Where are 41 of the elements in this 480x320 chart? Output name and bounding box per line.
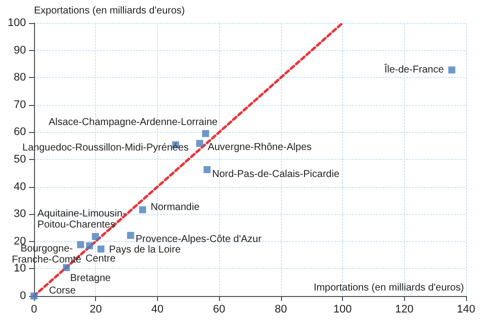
x-tick-label: 80	[274, 304, 287, 316]
annotation: Corse	[49, 286, 76, 296]
y-tick-label: 0	[20, 290, 26, 302]
point	[202, 130, 210, 138]
annotation: Nord-Pas-de-Calais-Picardie	[212, 169, 340, 180]
annotation: Provence-Alpes-Côte d'Azur	[136, 234, 262, 245]
y-axis-title: Exportations (en milliards d'euros)	[34, 6, 185, 16]
point	[196, 140, 204, 147]
point	[92, 232, 99, 240]
annotation: Normandie	[150, 202, 200, 214]
y-tick-label: 80	[14, 72, 26, 84]
annotation: Auvergne-Rhône-Alpes	[208, 142, 312, 153]
y-tick-label: 50	[14, 154, 26, 166]
y-tick-label: 90	[14, 44, 26, 56]
x-tick-label: 140	[456, 304, 476, 316]
y-tick-label: 70	[14, 98, 26, 111]
point	[204, 166, 211, 174]
x-tick-label: 120	[395, 304, 414, 316]
x-tick-label: 20	[90, 304, 102, 316]
x-tick-label: 0	[30, 304, 38, 316]
annotation: Bretagne	[70, 273, 112, 284]
x-tick-label: 40	[151, 304, 164, 316]
x-tick-label: 100	[333, 304, 352, 316]
point	[86, 242, 94, 250]
x-axis-title: Importations (en milliards d'euros)	[314, 282, 464, 294]
y-tick-label: 10	[14, 262, 26, 275]
y-tick-label: 60	[14, 126, 26, 138]
y-tick-label: 30	[14, 208, 26, 220]
point	[97, 246, 104, 253]
point	[127, 232, 134, 239]
y-tick-label: 100	[8, 17, 26, 29]
annotation: Centre	[86, 253, 116, 264]
point	[62, 264, 70, 272]
annotation: Pays de la Loire	[108, 244, 182, 256]
point	[448, 66, 456, 74]
annotation: Alsace-Champagne-Ardenne-Lorraine	[48, 117, 218, 128]
annotation: Île-de-France	[383, 63, 444, 76]
point	[139, 206, 146, 214]
x-tick-label: 60	[213, 304, 226, 316]
y-tick-label: 40	[14, 180, 26, 193]
point	[77, 241, 84, 248]
